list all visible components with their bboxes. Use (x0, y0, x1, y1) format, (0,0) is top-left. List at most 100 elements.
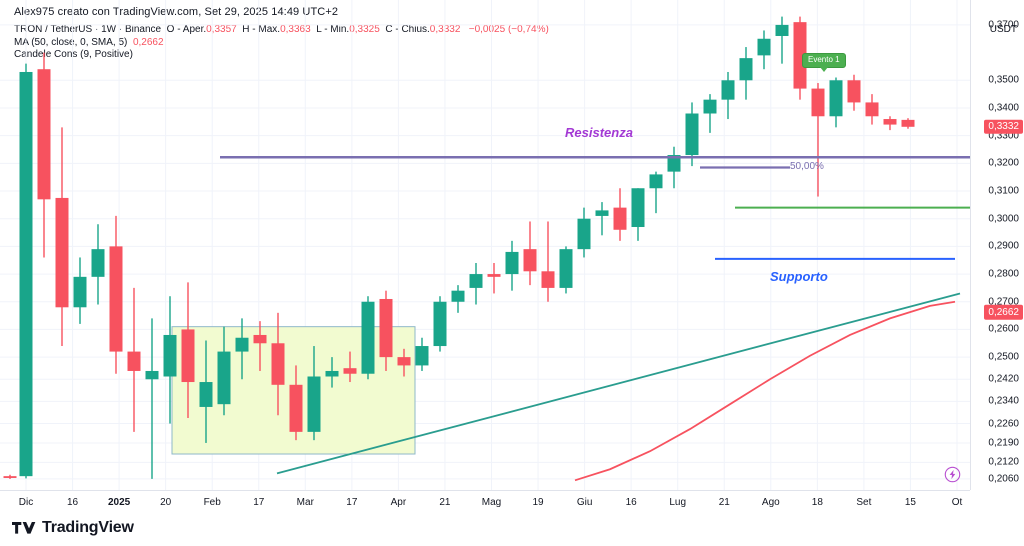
candlestick[interactable] (343, 351, 357, 383)
legend-open-label: O - Aper. (166, 24, 207, 35)
tradingview-logo-icon (12, 522, 36, 534)
legend-exchange: Binance (124, 24, 162, 35)
legend-ma-row[interactable]: MA (50, close, 0, SMA, 5) 0,2662 (14, 37, 549, 50)
legend-low-label: L - Min. (316, 24, 350, 35)
candlestick[interactable] (739, 47, 753, 100)
candlestick[interactable] (397, 348, 411, 377)
candlestick[interactable] (109, 215, 123, 374)
candlestick[interactable] (217, 326, 231, 416)
candlestick[interactable] (541, 221, 555, 302)
candlestick[interactable] (73, 257, 87, 324)
candlestick[interactable] (289, 365, 303, 441)
candlestick-series (3, 16, 915, 479)
time-axis-label: Lug (669, 497, 687, 508)
candlestick[interactable] (361, 296, 375, 380)
event-badge[interactable]: Evento 1 (802, 53, 846, 72)
legend-change-pct: (−0,74%) (507, 24, 549, 35)
legend-high-value: 0,3363 (280, 24, 311, 35)
time-axis-label: 18 (811, 497, 823, 508)
time-axis-label: Giu (576, 497, 593, 508)
time-axis-label: Ot (951, 497, 963, 508)
chart-svg (0, 0, 970, 490)
ma-price-badge: 0,2662 (984, 305, 1023, 320)
candlestick[interactable] (3, 474, 17, 479)
price-axis-label: 0,2900 (988, 240, 1019, 252)
candlestick[interactable] (451, 285, 465, 313)
candlestick[interactable] (649, 171, 663, 214)
candlestick[interactable] (127, 287, 141, 432)
candlestick[interactable] (487, 262, 501, 294)
price-axis-label: 0,3700 (988, 19, 1019, 31)
candlestick[interactable] (55, 127, 69, 347)
tradingview-logo[interactable]: TradingView (12, 519, 134, 537)
candlestick[interactable] (271, 312, 285, 416)
price-axis-label: 0,3100 (988, 185, 1019, 197)
price-axis-label: 0,3200 (988, 157, 1019, 169)
time-axis-label: 16 (625, 497, 637, 508)
candlestick[interactable] (91, 224, 105, 305)
legend-symbol[interactable]: TRON / TetherUS (14, 24, 93, 35)
time-axis-label: Feb (203, 497, 221, 508)
candlestick[interactable] (793, 16, 807, 100)
candlestick[interactable] (595, 202, 609, 236)
candlestick[interactable] (505, 240, 519, 291)
grid-lines (0, 0, 970, 490)
time-axis-label: 2025 (107, 497, 131, 508)
price-axis[interactable]: USDT 0,3700 0,3500 0,3400 0,3300 0,3200 0,310… (970, 0, 1024, 490)
candlestick[interactable] (667, 146, 681, 189)
candlestick[interactable] (199, 340, 213, 443)
chart-plot-area[interactable]: Resistenza Supporto 50,00% Evento 1 (0, 0, 970, 490)
candlestick[interactable] (865, 94, 879, 125)
candlestick[interactable] (901, 118, 915, 129)
lightning-bolt-icon[interactable] (944, 466, 961, 483)
candlestick[interactable] (19, 63, 33, 479)
candlestick[interactable] (577, 207, 591, 258)
candlestick[interactable] (37, 52, 51, 258)
candlestick[interactable] (847, 74, 861, 111)
candlestick[interactable] (433, 296, 447, 352)
price-axis-label: 0,2600 (988, 323, 1019, 335)
candlestick[interactable] (469, 262, 483, 305)
legend-interval[interactable]: 1W (101, 24, 117, 35)
candlestick[interactable] (685, 102, 699, 167)
price-axis-currency: USDT (989, 24, 1017, 35)
candlestick[interactable] (775, 16, 789, 64)
legend-close-label: C - Chius. (385, 24, 430, 35)
candlestick[interactable] (613, 188, 627, 241)
support-annotation[interactable]: Supporto (770, 268, 828, 284)
overlay-lines (220, 155, 970, 482)
legend-ma-name[interactable]: MA (50, close, 0, SMA, 5) (14, 36, 128, 48)
candlestick[interactable] (703, 94, 717, 133)
candlestick[interactable] (811, 83, 825, 197)
candlestick[interactable] (523, 221, 537, 286)
candlestick[interactable] (307, 346, 321, 441)
price-axis-label: 0,2260 (988, 418, 1019, 430)
candlestick[interactable] (559, 246, 573, 294)
price-axis-label: 0,3300 (988, 130, 1019, 142)
candlestick[interactable] (235, 318, 249, 380)
candlestick[interactable] (163, 296, 177, 424)
candlestick[interactable] (253, 321, 267, 371)
time-axis-label: 17 (346, 497, 358, 508)
candlestick[interactable] (379, 290, 393, 371)
candlestick[interactable] (829, 77, 843, 128)
legend-ohlc-row[interactable]: TRON / TetherUS · 1W · Binance O - Aper.… (14, 24, 549, 35)
time-axis-label: 17 (253, 497, 265, 508)
legend-change-abs: −0,0025 (468, 24, 506, 35)
ma-50-curve (574, 300, 956, 482)
candlestick[interactable] (415, 337, 429, 371)
candlestick[interactable] (757, 30, 771, 70)
candlestick[interactable] (181, 282, 195, 419)
candlestick[interactable] (883, 116, 897, 131)
candlestick[interactable] (325, 357, 339, 388)
price-axis-label: 0,2340 (988, 395, 1019, 407)
time-axis[interactable]: Dic 16 2025 20 Feb 17 Mar 17 Apr 21 Mag 19 Giu 16 Lug 2… (0, 490, 970, 517)
legend-candles-study[interactable]: Candele Cons (9, Positive) (14, 49, 133, 60)
price-axis-label: 0,2060 (988, 473, 1019, 485)
time-axis-label: Ago (761, 497, 780, 508)
candlestick[interactable] (145, 318, 159, 479)
time-axis-label: Apr (390, 497, 407, 508)
candlestick[interactable] (631, 188, 645, 241)
candlestick[interactable] (721, 71, 735, 120)
resistance-annotation[interactable]: Resistenza (565, 125, 633, 141)
